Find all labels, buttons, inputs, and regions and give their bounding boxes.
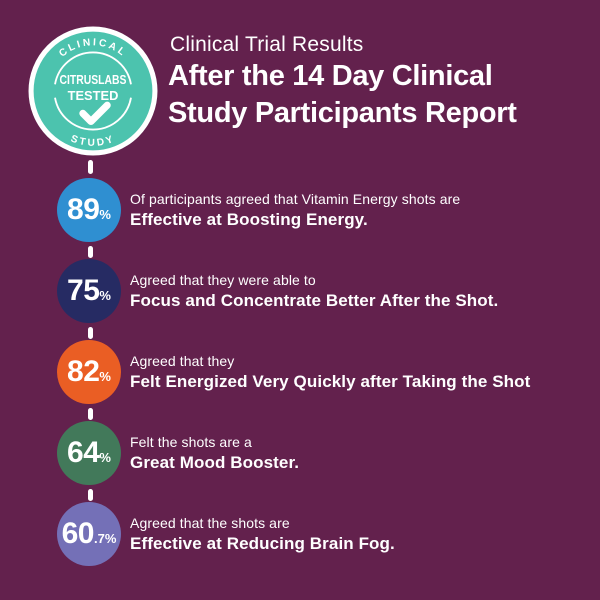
eyebrow-text: Clinical Trial Results: [170, 33, 364, 56]
citruslabs-tested-badge: CLINICAL STUDY CITRUSLABS TESTED: [27, 25, 159, 157]
stat-row-brain-fog: 60 .7% Agreed that the shots are Effecti…: [57, 502, 395, 566]
stat-caption-line1: Agreed that the shots are: [130, 514, 290, 531]
badge-seal-icon: CLINICAL STUDY CITRUSLABS TESTED: [28, 26, 158, 156]
badge-inner-ring-bottom: [54, 97, 132, 131]
badge-center-line1: CITRUSLABS: [59, 72, 126, 87]
stat-suffix: %: [99, 450, 111, 465]
stat-row-energized-quickly: 82 % Agreed that they Felt Energized Ver…: [57, 340, 530, 404]
stat-suffix: %: [99, 369, 111, 384]
badge-center-line2: TESTED: [68, 88, 119, 103]
stat-circle: 64 %: [57, 421, 121, 485]
stat-caption: Of participants agreed that Vitamin Ener…: [130, 191, 460, 230]
stat-caption-line1: Agreed that they: [130, 352, 235, 369]
badge-inner-ring-top: [54, 51, 132, 85]
stat-caption: Agreed that the shots are Effective at R…: [130, 515, 395, 554]
stat-caption: Felt the shots are a Great Mood Booster.: [130, 434, 299, 473]
page-title: After the 14 Day Clinical Study Particip…: [168, 58, 517, 132]
stat-row-focus-concentrate: 75 % Agreed that they were able to Focus…: [57, 259, 498, 323]
stat-caption-line2: Felt Energized Very Quickly after Taking…: [130, 371, 531, 391]
stat-suffix: .7%: [93, 531, 117, 546]
stat-caption-line1: Of participants agreed that Vitamin Ener…: [130, 190, 461, 207]
check-icon: [79, 101, 111, 126]
stat-caption-line1: Felt the shots are a: [130, 433, 252, 450]
stat-suffix: %: [99, 207, 111, 222]
connector-dash: [88, 489, 93, 501]
connector-dash: [88, 246, 93, 258]
stat-value: 89: [67, 193, 100, 226]
stat-percentage: 75 %: [67, 276, 111, 306]
stat-circle: 75 %: [57, 259, 121, 323]
stat-row-boosting-energy: 89 % Of participants agreed that Vitamin…: [57, 178, 460, 242]
stat-percentage: 64 %: [67, 438, 111, 468]
stat-suffix: %: [99, 288, 111, 303]
connector-dash: [88, 408, 93, 420]
stat-caption-line2: Effective at Reducing Brain Fog.: [130, 533, 395, 553]
stat-percentage: 82 %: [67, 357, 111, 387]
page-title-line2: Study Participants Report: [168, 97, 517, 129]
stat-value: 64: [67, 436, 100, 469]
stat-caption: Agreed that they were able to Focus and …: [130, 272, 498, 311]
stat-percentage: 60 .7%: [62, 519, 117, 549]
badge-outer-ring: [28, 26, 158, 156]
connector-dash: [88, 327, 93, 339]
stat-caption: Agreed that they Felt Energized Very Qui…: [130, 353, 530, 392]
stat-row-mood-booster: 64 % Felt the shots are a Great Mood Boo…: [57, 421, 299, 485]
stat-circle: 82 %: [57, 340, 121, 404]
stat-caption-line2: Effective at Boosting Energy.: [130, 209, 368, 229]
stat-value: 75: [67, 274, 100, 307]
stat-circle: 60 .7%: [57, 502, 121, 566]
stat-percentage: 89 %: [67, 195, 111, 225]
stat-value: 82: [67, 355, 100, 388]
badge-bottom-label: STUDY: [69, 134, 117, 149]
stat-caption-line1: Agreed that they were able to: [130, 271, 316, 288]
page-title-line1: After the 14 Day Clinical: [168, 60, 493, 92]
stat-value: 60: [61, 517, 95, 550]
stat-caption-line2: Focus and Concentrate Better After the S…: [130, 290, 499, 310]
stat-caption-line2: Great Mood Booster.: [130, 452, 300, 472]
stat-circle: 89 %: [57, 178, 121, 242]
connector-dash: [88, 160, 93, 174]
